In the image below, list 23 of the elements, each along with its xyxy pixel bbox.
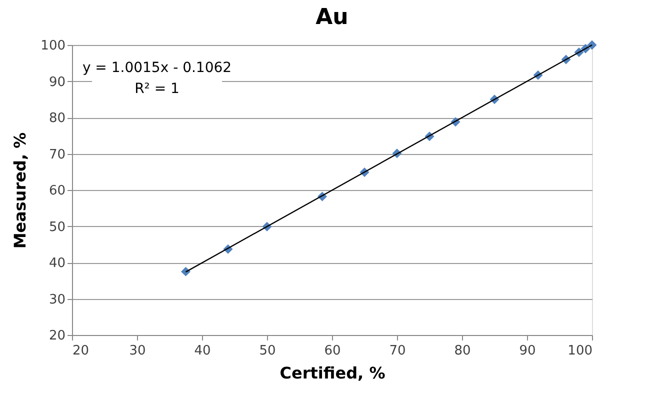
y-tick-label: 60 — [48, 184, 66, 198]
y-tick-label: 70 — [48, 147, 66, 162]
x-tick-label: 70 — [389, 344, 406, 358]
y-axis-title: Measured, % — [10, 132, 30, 249]
x-tick-label: 20 — [72, 344, 90, 358]
x-tick-label: 60 — [324, 344, 341, 358]
x-axis-title: Certified, % — [280, 364, 386, 382]
x-tick-label: 100 — [568, 344, 592, 358]
y-tick-label: 20 — [48, 328, 66, 344]
x-tick-label: 80 — [454, 344, 471, 358]
x-tick-label: 50 — [259, 344, 276, 358]
y-tick-label: 40 — [48, 256, 66, 271]
x-tick-label: 40 — [194, 344, 211, 358]
annotation: y = 1.0015x - 0.1062 — [82, 60, 232, 76]
x-tick-label: 30 — [129, 344, 146, 358]
y-tick-label: 50 — [48, 220, 66, 235]
y-tick-label: 30 — [48, 292, 66, 308]
annotation: R² = 1 — [134, 81, 180, 97]
x-tick-label: 90 — [519, 344, 536, 358]
y-tick-label: 90 — [48, 74, 66, 90]
y-tick-label: 100 — [40, 38, 66, 54]
y-tick-label: 80 — [48, 111, 66, 126]
chart-title: Au — [316, 5, 348, 30]
